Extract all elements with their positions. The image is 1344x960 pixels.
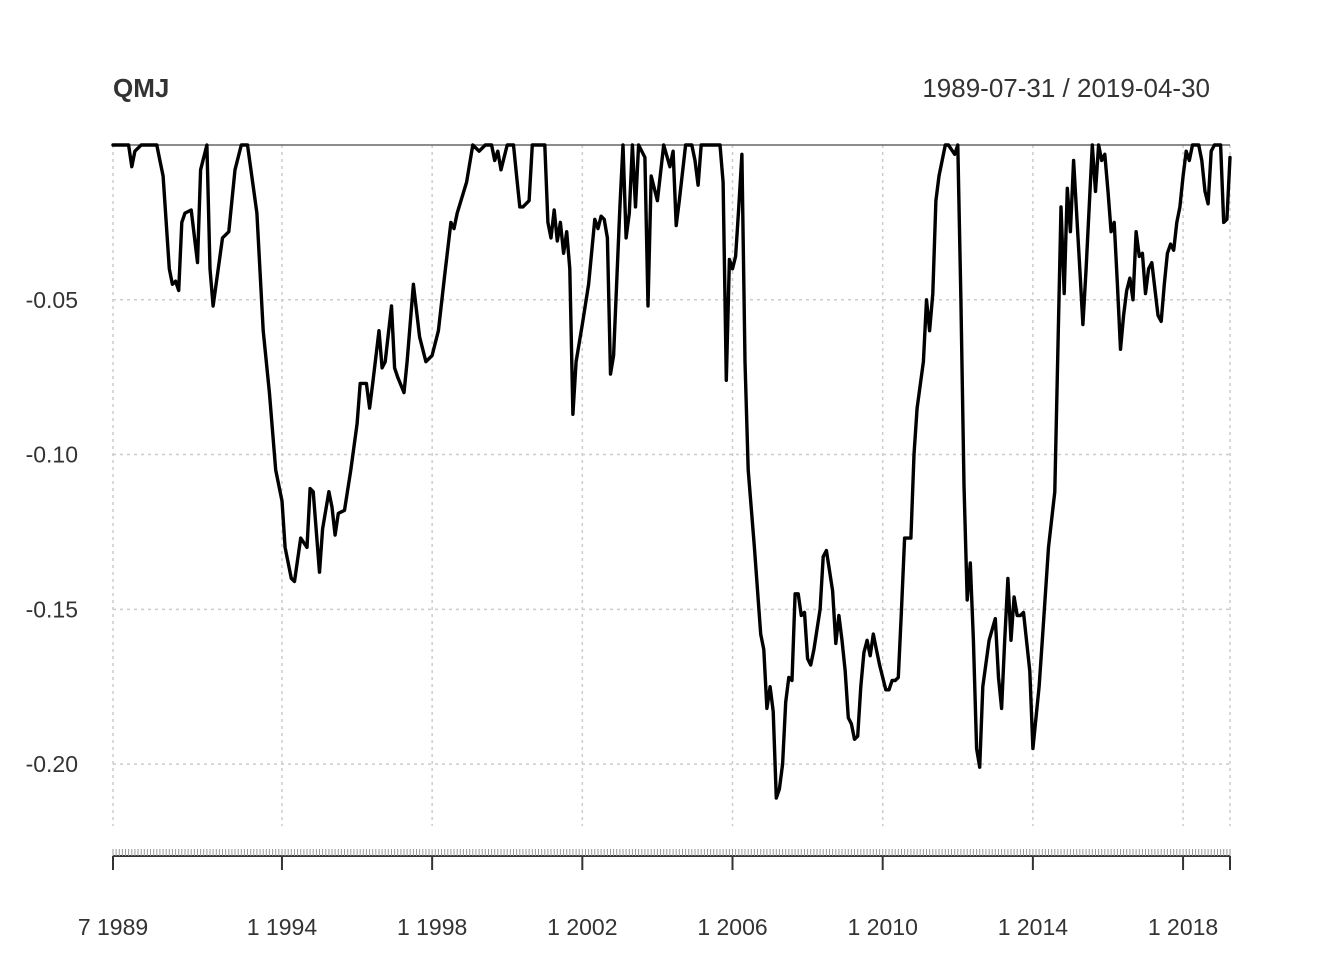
x-axis-labels: 7 1989 1 1994 1 1998 1 2002 1 2006 1 2010 1 20… [78, 914, 1218, 940]
x-tick-label-4: 1 2006 [697, 914, 767, 940]
y-tick-label-1: -0.10 [26, 442, 78, 468]
x-major-ticks [112, 856, 1231, 870]
series-line-qmj [111, 143, 1232, 800]
x-tick-label-7: 1 2018 [1148, 914, 1218, 940]
x-tick-label-1: 1 1994 [247, 914, 318, 940]
x-tick-label-2: 1 1998 [397, 914, 467, 940]
x-tick-label-6: 1 2014 [998, 914, 1069, 940]
y-tick-label-3: -0.20 [26, 751, 78, 777]
x-tick-label-3: 1 2002 [547, 914, 617, 940]
x-tick-label-5: 1 2010 [848, 914, 918, 940]
x-tick-label-0: 7 1989 [78, 914, 148, 940]
chart-title: QMJ [113, 73, 169, 103]
x-minor-tick-marks [112, 849, 1231, 856]
x-minor-ticks [112, 849, 1231, 856]
x-axis: 7 1989 1 1994 1 1998 1 2002 1 2006 1 2010 1 20… [78, 849, 1231, 940]
y-tick-label-2: -0.15 [26, 596, 78, 622]
date-range-label: 1989-07-31 / 2019-04-30 [922, 73, 1210, 103]
y-axis-labels: -0.05 -0.10 -0.15 -0.20 [26, 287, 78, 777]
y-tick-label-0: -0.05 [26, 287, 78, 313]
